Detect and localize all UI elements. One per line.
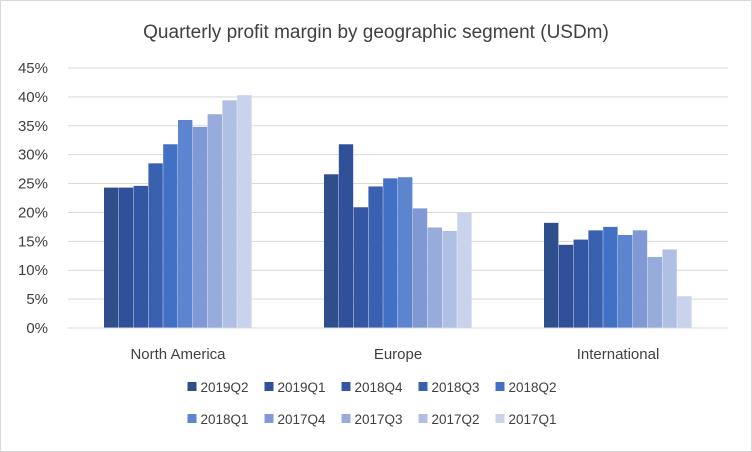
category-label: North America: [130, 346, 226, 363]
y-tick-label: 40%: [18, 89, 48, 106]
bar: [603, 226, 618, 328]
legend-label: 2017Q3: [355, 412, 403, 427]
bar: [324, 174, 339, 328]
legend-label: 2017Q2: [432, 412, 480, 427]
bar: [222, 100, 237, 328]
bar: [133, 185, 148, 328]
legend-label: 2017Q1: [509, 412, 557, 427]
y-tick-label: 5%: [26, 291, 48, 308]
bar: [412, 208, 428, 328]
legend-label: 2018Q3: [432, 380, 480, 395]
legend-swatch: [495, 414, 505, 423]
bar: [338, 144, 354, 328]
bar: [207, 114, 222, 328]
bar: [662, 249, 677, 328]
legend-swatch: [418, 382, 428, 391]
bar: [647, 256, 662, 328]
legend-swatch: [341, 382, 351, 391]
legend-label: 2018Q1: [201, 412, 249, 427]
bar: [237, 95, 252, 329]
y-axis-ticks: 0% 5% 10% 15% 20% 25% 30% 35% 40% 45%: [18, 60, 48, 337]
legend-label: 2017Q4: [278, 412, 327, 427]
bar: [383, 178, 398, 328]
bar: [442, 230, 457, 328]
legend-swatch: [264, 414, 274, 423]
y-tick-label: 10%: [18, 262, 48, 279]
y-tick-label: 15%: [18, 233, 48, 250]
legend-label: 2018Q4: [355, 380, 404, 395]
legend-swatch: [418, 414, 428, 423]
legend-swatch: [187, 382, 197, 391]
bar: [632, 230, 648, 328]
legend-swatch: [264, 382, 274, 391]
bar: [573, 239, 588, 328]
category-label: International: [577, 346, 660, 363]
bars: [104, 95, 692, 329]
legend-swatch: [341, 414, 351, 423]
legend-swatch: [495, 382, 505, 391]
bar: [178, 120, 193, 328]
y-tick-label: 25%: [18, 176, 48, 193]
bar: [192, 126, 208, 328]
bar: [427, 227, 442, 328]
legend: 2019Q2 2019Q1 2018Q4 2018Q3 2018Q2 2018Q1 2017…: [187, 380, 557, 427]
chart-title: Quarterly profit margin by geographic se…: [143, 22, 609, 43]
bar: [353, 207, 368, 328]
y-tick-label: 0%: [26, 320, 48, 337]
bar: [457, 213, 472, 328]
legend-label: 2018Q2: [509, 380, 557, 395]
y-tick-label: 45%: [18, 60, 48, 77]
category-labels: North America Europe International: [130, 346, 659, 363]
legend-label: 2019Q1: [278, 380, 326, 395]
bar: [677, 296, 692, 328]
bar: [148, 163, 163, 328]
bar: [118, 187, 134, 328]
y-tick-label: 35%: [18, 118, 48, 135]
bar: [588, 230, 603, 328]
bar: [558, 244, 574, 328]
bar: [398, 177, 413, 328]
category-label: Europe: [374, 346, 422, 363]
bar: [104, 187, 119, 328]
legend-label: 2019Q2: [201, 380, 249, 395]
bar: [163, 144, 178, 328]
bar: [368, 186, 383, 328]
legend-swatch: [187, 414, 197, 423]
y-tick-label: 30%: [18, 147, 48, 164]
y-tick-label: 20%: [18, 204, 48, 221]
bar: [544, 222, 559, 328]
bar: [618, 234, 633, 328]
